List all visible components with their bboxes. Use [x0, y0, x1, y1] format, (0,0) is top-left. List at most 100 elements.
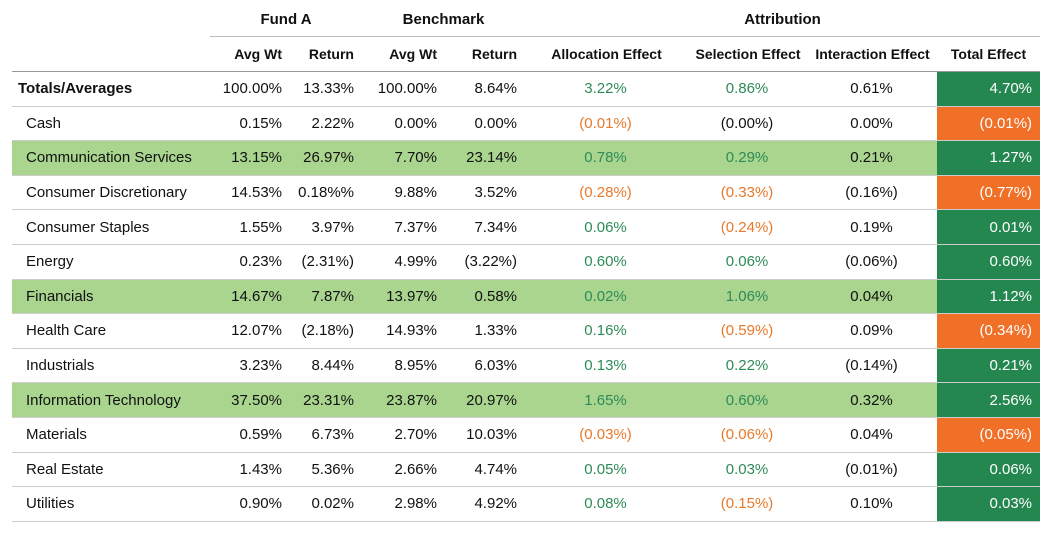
- value-cell: 2.66%: [362, 452, 445, 488]
- value-cell: 4.74%: [445, 452, 526, 488]
- value-cell: 0.86%: [688, 71, 809, 107]
- value-cell: 1.55%: [210, 209, 290, 245]
- value-cell: 2.98%: [362, 486, 445, 522]
- total-effect-cell: 2.56%: [937, 382, 1041, 418]
- value-cell: 8.64%: [445, 71, 526, 107]
- column-header: Selection Effect: [688, 36, 809, 72]
- value-cell: 1.06%: [688, 279, 809, 315]
- table-row: Financials 14.67% 7.87% 13.97% 0.58% 0.02% 1.0…: [12, 279, 1041, 315]
- value-cell: (0.33%): [688, 175, 809, 211]
- row-label: Materials: [12, 417, 210, 453]
- row-label: Information Technology: [12, 382, 210, 418]
- value-cell: (0.06%): [808, 244, 938, 280]
- total-effect-cell: 0.06%: [937, 452, 1041, 488]
- value-cell: 7.37%: [362, 209, 445, 245]
- value-cell: 4.92%: [445, 486, 526, 522]
- row-label: Industrials: [12, 348, 210, 384]
- value-cell: 0.90%: [210, 486, 290, 522]
- value-cell: 0.15%: [210, 106, 290, 142]
- value-cell: (0.01%): [525, 106, 689, 142]
- column-header: Total Effect: [937, 36, 1041, 72]
- row-label: Cash: [12, 106, 210, 142]
- value-cell: 0.59%: [210, 417, 290, 453]
- corner-cell: [12, 2, 210, 37]
- value-cell: 14.93%: [362, 313, 445, 349]
- column-header: Return: [445, 36, 526, 72]
- value-cell: 0.03%: [688, 452, 809, 488]
- row-label: Communication Services: [12, 140, 210, 176]
- value-cell: 0.16%: [525, 313, 689, 349]
- value-cell: 3.52%: [445, 175, 526, 211]
- value-cell: (0.14%): [808, 348, 938, 384]
- row-label: Totals/Averages: [12, 71, 210, 107]
- value-cell: (2.31%): [290, 244, 362, 280]
- table-row: Energy 0.23% (2.31%) 4.99% (3.22%) 0.60% 0.06%…: [12, 244, 1041, 280]
- table-row: Real Estate 1.43% 5.36% 2.66% 4.74% 0.05% 0.03…: [12, 452, 1041, 488]
- total-effect-cell: 4.70%: [937, 71, 1041, 107]
- row-label: Consumer Discretionary: [12, 175, 210, 211]
- value-cell: (0.24%): [688, 209, 809, 245]
- table-header: Fund A Benchmark Attribution Avg Wt Return Av…: [12, 2, 1041, 72]
- total-effect-cell: (0.05%): [937, 417, 1041, 453]
- value-cell: 0.58%: [445, 279, 526, 315]
- value-cell: 0.32%: [808, 382, 938, 418]
- value-cell: 26.97%: [290, 140, 362, 176]
- value-cell: 0.02%: [525, 279, 689, 315]
- value-cell: 0.23%: [210, 244, 290, 280]
- value-cell: 4.99%: [362, 244, 445, 280]
- total-effect-cell: 1.27%: [937, 140, 1041, 176]
- value-cell: 3.23%: [210, 348, 290, 384]
- value-cell: 13.97%: [362, 279, 445, 315]
- value-cell: 0.60%: [525, 244, 689, 280]
- table-row: Cash 0.15% 2.22% 0.00% 0.00% (0.01%) (0.00%) 0.…: [12, 106, 1041, 142]
- total-effect-cell: 0.03%: [937, 486, 1041, 522]
- value-cell: 20.97%: [445, 382, 526, 418]
- value-cell: 3.22%: [525, 71, 689, 107]
- value-cell: 0.05%: [525, 452, 689, 488]
- value-cell: (3.22%): [445, 244, 526, 280]
- value-cell: 9.88%: [362, 175, 445, 211]
- value-cell: 37.50%: [210, 382, 290, 418]
- value-cell: (0.15%): [688, 486, 809, 522]
- value-cell: 10.03%: [445, 417, 526, 453]
- value-cell: 8.95%: [362, 348, 445, 384]
- total-effect-cell: 0.60%: [937, 244, 1041, 280]
- value-cell: 14.53%: [210, 175, 290, 211]
- total-effect-cell: (0.34%): [937, 313, 1041, 349]
- value-cell: 0.61%: [808, 71, 938, 107]
- value-cell: 13.33%: [290, 71, 362, 107]
- group-header-row: Fund A Benchmark Attribution: [12, 2, 1041, 37]
- row-label: Utilities: [12, 486, 210, 522]
- value-cell: (0.01%): [808, 452, 938, 488]
- value-cell: 2.70%: [362, 417, 445, 453]
- table-row: Health Care 12.07% (2.18%) 14.93% 1.33% 0.16%…: [12, 313, 1041, 349]
- value-cell: 100.00%: [210, 71, 290, 107]
- column-header: Return: [290, 36, 362, 72]
- value-cell: 8.44%: [290, 348, 362, 384]
- value-cell: 0.21%: [808, 140, 938, 176]
- value-cell: 0.00%: [808, 106, 938, 142]
- column-header-row: Avg Wt Return Avg Wt Return Allocation Effec…: [12, 36, 1041, 72]
- row-label: Real Estate: [12, 452, 210, 488]
- column-header: Avg Wt: [210, 36, 290, 72]
- value-cell: 0.06%: [525, 209, 689, 245]
- value-cell: (0.59%): [688, 313, 809, 349]
- value-cell: 1.65%: [525, 382, 689, 418]
- value-cell: 0.08%: [525, 486, 689, 522]
- value-cell: 5.36%: [290, 452, 362, 488]
- value-cell: (0.28%): [525, 175, 689, 211]
- value-cell: 2.22%: [290, 106, 362, 142]
- value-cell: 0.04%: [808, 279, 938, 315]
- row-label: Health Care: [12, 313, 210, 349]
- value-cell: 0.00%: [445, 106, 526, 142]
- value-cell: 1.43%: [210, 452, 290, 488]
- value-cell: 3.97%: [290, 209, 362, 245]
- column-header: Allocation Effect: [525, 36, 689, 72]
- value-cell: 0.22%: [688, 348, 809, 384]
- value-cell: 1.33%: [445, 313, 526, 349]
- value-cell: 0.78%: [525, 140, 689, 176]
- value-cell: 7.34%: [445, 209, 526, 245]
- column-header: Interaction Effect: [808, 36, 938, 72]
- total-effect-cell: (0.01%): [937, 106, 1041, 142]
